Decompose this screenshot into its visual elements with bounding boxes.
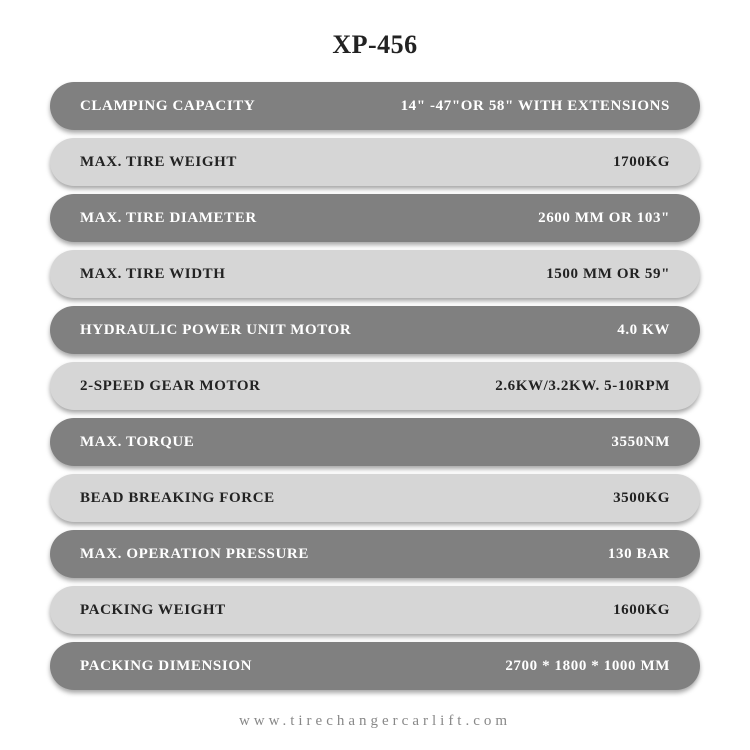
table-row: PACKING WEIGHT 1600KG bbox=[50, 586, 700, 634]
spec-value: 1500 MM OR 59" bbox=[546, 266, 670, 283]
spec-label: PACKING WEIGHT bbox=[80, 602, 226, 619]
spec-label: PACKING DIMENSION bbox=[80, 658, 252, 675]
table-row: BEAD BREAKING FORCE 3500KG bbox=[50, 474, 700, 522]
spec-value: 1600KG bbox=[613, 602, 670, 619]
spec-label: MAX. OPERATION PRESSURE bbox=[80, 546, 309, 563]
table-row: MAX. TIRE DIAMETER 2600 MM OR 103" bbox=[50, 194, 700, 242]
spec-label: BEAD BREAKING FORCE bbox=[80, 490, 275, 507]
table-row: MAX. OPERATION PRESSURE 130 BAR bbox=[50, 530, 700, 578]
spec-label: CLAMPING CAPACITY bbox=[80, 98, 255, 115]
table-row: PACKING DIMENSION 2700 * 1800 * 1000 MM bbox=[50, 642, 700, 690]
table-row: MAX. TIRE WEIGHT 1700KG bbox=[50, 138, 700, 186]
table-row: MAX. TORQUE 3550NM bbox=[50, 418, 700, 466]
spec-value: 2700 * 1800 * 1000 MM bbox=[505, 658, 670, 675]
spec-value: 14" -47"OR 58" WITH EXTENSIONS bbox=[401, 98, 670, 115]
spec-value: 3550NM bbox=[611, 434, 670, 451]
table-row: HYDRAULIC POWER UNIT MOTOR 4.0 KW bbox=[50, 306, 700, 354]
spec-label: HYDRAULIC POWER UNIT MOTOR bbox=[80, 322, 351, 339]
spec-label: MAX. TORQUE bbox=[80, 434, 194, 451]
spec-label: 2-SPEED GEAR MOTOR bbox=[80, 378, 261, 395]
spec-label: MAX. TIRE WEIGHT bbox=[80, 154, 237, 171]
spec-value: 4.0 KW bbox=[617, 322, 670, 339]
footer-url: www.tirechangercarlift.com bbox=[50, 713, 700, 730]
spec-value: 2.6KW/3.2KW. 5-10RPM bbox=[495, 378, 670, 395]
spec-label: MAX. TIRE WIDTH bbox=[80, 266, 226, 283]
table-row: 2-SPEED GEAR MOTOR 2.6KW/3.2KW. 5-10RPM bbox=[50, 362, 700, 410]
table-row: MAX. TIRE WIDTH 1500 MM OR 59" bbox=[50, 250, 700, 298]
spec-value: 3500KG bbox=[613, 490, 670, 507]
spec-value: 2600 MM OR 103" bbox=[538, 210, 670, 227]
spec-table: CLAMPING CAPACITY 14" -47"OR 58" WITH EXT… bbox=[50, 82, 700, 695]
table-row: CLAMPING CAPACITY 14" -47"OR 58" WITH EXT… bbox=[50, 82, 700, 130]
page-title: XP-456 bbox=[50, 30, 700, 60]
spec-label: MAX. TIRE DIAMETER bbox=[80, 210, 257, 227]
spec-value: 1700KG bbox=[613, 154, 670, 171]
spec-value: 130 BAR bbox=[608, 546, 670, 563]
